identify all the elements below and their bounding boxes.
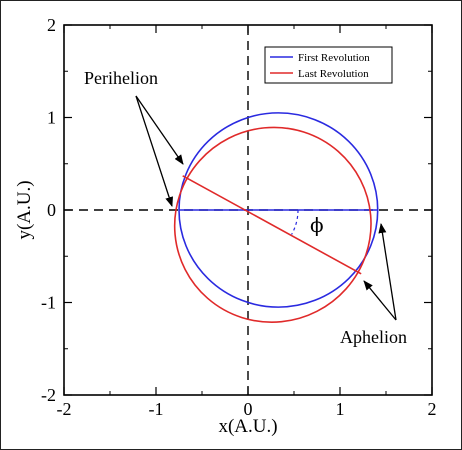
tick-labels: -2 -1 0 1 2 -2 -1 0 1 2 (41, 15, 437, 419)
axis-ticks (63, 24, 433, 396)
y-tick-label: 2 (47, 15, 56, 35)
apsides-line-last-revolution (182, 175, 362, 275)
annotations: Perihelion Aphelion ϕ (84, 68, 407, 347)
perihelion-label: Perihelion (84, 68, 158, 88)
legend: First Revolution Last Revolution (264, 46, 393, 84)
aphelion-arrow-lower (363, 280, 397, 321)
x-tick-label: -1 (149, 399, 164, 419)
y-tick-label: -1 (41, 293, 56, 313)
perihelion-arrow-lower (135, 95, 174, 207)
series-layer (173, 112, 379, 323)
perihelion-arrow-upper (135, 95, 184, 165)
aphelion-arrow-upper (378, 223, 397, 321)
phi-label: ϕ (310, 213, 324, 237)
x-axis-title: x(A.U.) (218, 416, 277, 437)
x-tick-label: 2 (428, 399, 437, 419)
legend-label-first-revolution: First Revolution (298, 52, 370, 64)
legend-label-last-revolution: Last Revolution (298, 68, 369, 80)
x-tick-label: 0 (244, 399, 253, 419)
orbit-last-revolution (173, 126, 372, 323)
y-tick-label: 0 (47, 200, 56, 220)
y-axis-title: y(A.U.) (14, 180, 35, 239)
aphelion-label: Aphelion (340, 327, 407, 347)
y-tick-label: 1 (47, 108, 56, 128)
angle-marker (291, 209, 299, 235)
phi-arc (291, 209, 299, 235)
y-tick-label: -2 (41, 385, 56, 405)
x-tick-label: 1 (336, 399, 345, 419)
legend-box (264, 46, 393, 84)
x-tick-label: -2 (57, 399, 72, 419)
